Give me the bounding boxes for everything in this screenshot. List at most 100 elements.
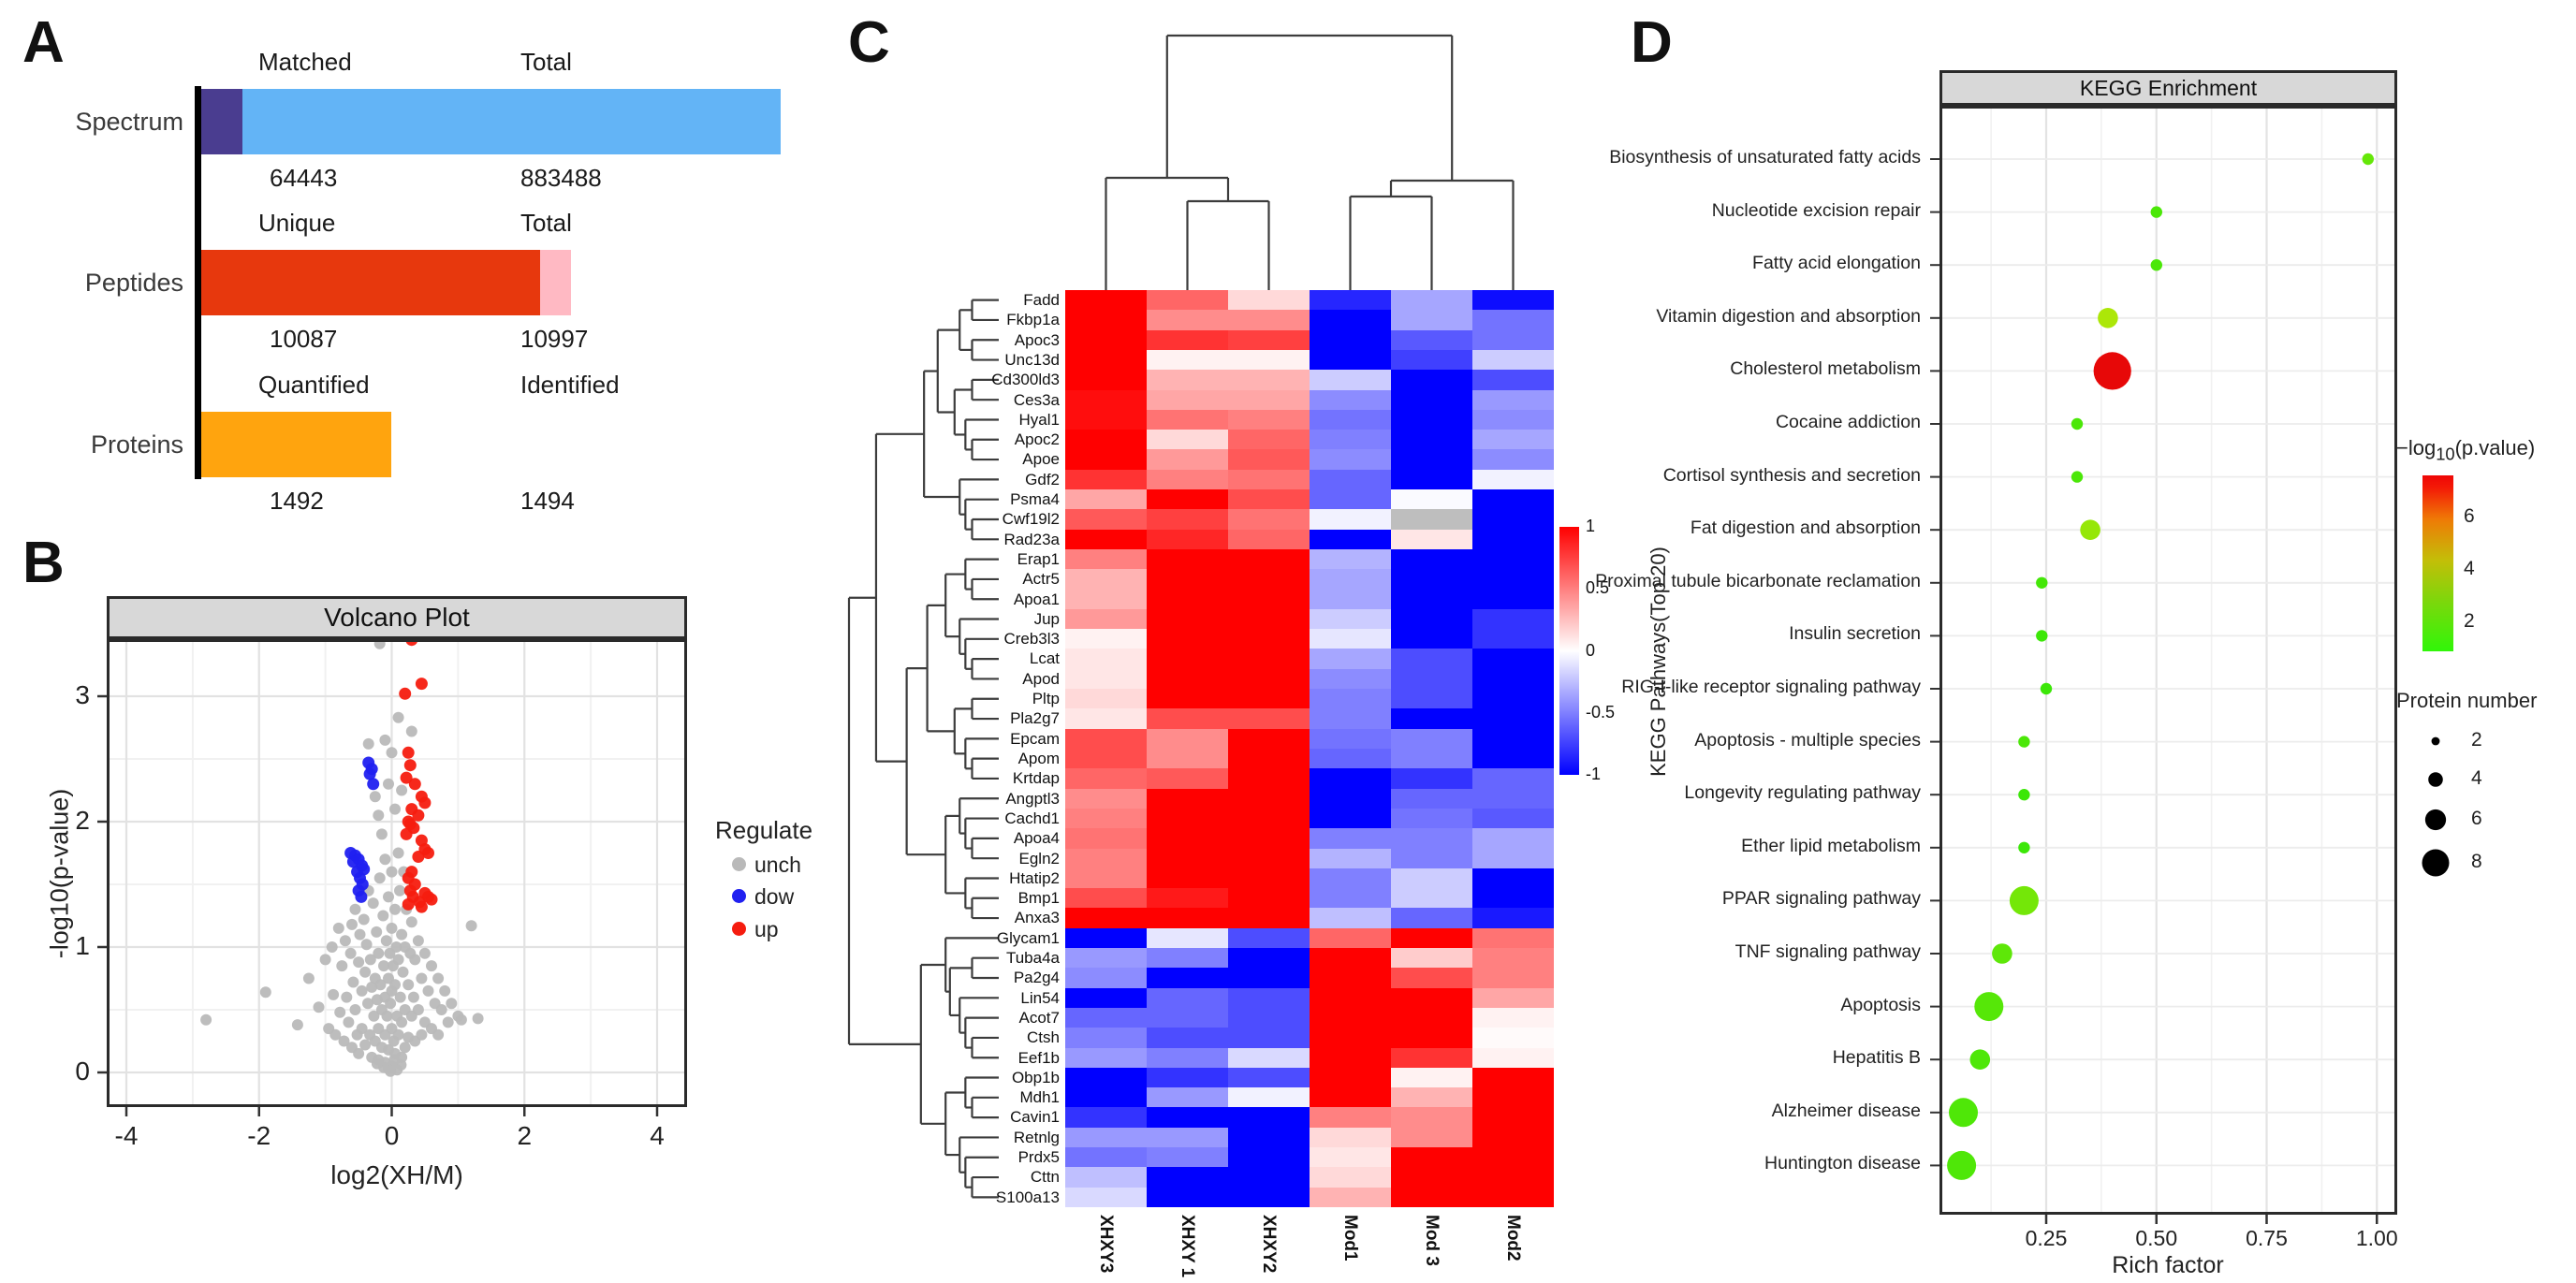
heatmap-column-label: XHXY2 — [1258, 1215, 1279, 1274]
heatmap-cell — [1147, 808, 1228, 829]
heatmap-cell — [1310, 529, 1391, 549]
volcano-point-unchanged — [416, 972, 428, 984]
heatmap-cell — [1228, 1127, 1310, 1148]
kegg-color-legend-tick-label: 6 — [2464, 504, 2475, 527]
legend-swatch — [732, 857, 746, 871]
kegg-dot — [2018, 789, 2030, 801]
heatmap-row-label: Pltp — [1032, 690, 1060, 708]
heatmap-cell — [1310, 1047, 1391, 1068]
heatmap-cell — [1228, 1067, 1310, 1088]
heatmap-row-label: Apoa4 — [1013, 829, 1060, 848]
kegg-y-axis-label: KEGG Pathways(Top 20) — [1647, 547, 1670, 777]
volcano-x-axis-label: log2(XH/M) — [330, 1160, 463, 1189]
kegg-pathway-label: Proximal tubule bicarbonate reclamation — [1595, 570, 1921, 591]
heatmap-cell — [1472, 1047, 1554, 1068]
volcano-point-unchanged — [366, 981, 378, 993]
heatmap-cell — [1391, 1047, 1472, 1068]
heatmap-cell — [1147, 948, 1228, 969]
legend-label: dow — [754, 884, 795, 909]
heatmap-cell — [1147, 449, 1228, 470]
heatmap-cell — [1310, 469, 1391, 490]
volcano-point-unchanged — [291, 1019, 303, 1031]
heatmap-cell — [1228, 987, 1310, 1008]
heatmap-cell — [1472, 469, 1554, 490]
volcano-point-unchanged — [373, 872, 386, 884]
heatmap-cell — [1065, 469, 1147, 490]
heatmap-cell — [1310, 569, 1391, 590]
heatmap-cell — [1065, 329, 1147, 350]
volcano-point-up — [415, 678, 428, 691]
kegg-pathway-label: Cortisol synthesis and secretion — [1662, 464, 1921, 486]
heatmap-cell — [1472, 409, 1554, 430]
panel-d-letter: D — [1631, 10, 1673, 75]
heatmap-cell — [1228, 329, 1310, 350]
heatmap-cell — [1147, 1127, 1228, 1148]
kegg-dot — [2036, 630, 2048, 642]
heatmap-cell — [1391, 409, 1472, 430]
heatmap-cell — [1391, 290, 1472, 311]
volcano-point-unchanged — [302, 972, 315, 984]
heatmap-cell — [1065, 768, 1147, 789]
heatmap-cell — [1472, 430, 1554, 450]
volcano-point-unchanged — [319, 954, 331, 966]
heatmap-cell — [1310, 1147, 1391, 1168]
heatmap-row-label: Mdh1 — [1019, 1088, 1060, 1107]
volcano-point-unchanged — [389, 803, 401, 815]
heatmap-cell — [1228, 629, 1310, 649]
volcano-point-unchanged — [346, 918, 358, 930]
heatmap-cell — [1147, 1007, 1228, 1028]
kegg-pathway-label: Huntington disease — [1764, 1153, 1921, 1174]
heatmap-cell — [1310, 948, 1391, 969]
kegg-pathway-label: Apoptosis — [1840, 994, 1921, 1015]
panel-c-letter: C — [848, 10, 890, 75]
bar-category-label: Proteins — [90, 430, 183, 459]
heatmap-cell — [1391, 629, 1472, 649]
heatmap-cell — [1472, 888, 1554, 909]
bar-segment-label: Unique — [258, 209, 336, 237]
heatmap-cell — [1228, 828, 1310, 849]
volcano-point-unchanged — [472, 1013, 484, 1025]
heatmap-cell — [1147, 1187, 1228, 1207]
volcano-point-unchanged — [379, 734, 391, 746]
heatmap-cell — [1472, 808, 1554, 829]
kegg-size-legend-label: 4 — [2471, 767, 2482, 789]
volcano-point-unchanged — [383, 778, 394, 790]
heatmap-cell — [1228, 1028, 1310, 1048]
bar-segment-label: Identified — [520, 371, 620, 399]
heatmap-cell — [1065, 708, 1147, 729]
volcano-point-unchanged — [339, 935, 351, 947]
heatmap-cell — [1472, 529, 1554, 549]
heatmap-cell — [1391, 1167, 1472, 1188]
heatmap-cell — [1472, 569, 1554, 590]
volcano-point-unchanged — [347, 976, 359, 988]
volcano-point-unchanged — [409, 954, 421, 966]
volcano-point-unchanged — [446, 998, 458, 1010]
heatmap-cell — [1147, 668, 1228, 690]
volcano-point-unchanged — [386, 747, 398, 759]
heatmap-cell — [1147, 489, 1228, 510]
bar-segment-value: 64443 — [270, 164, 338, 192]
heatmap-cell — [1228, 1107, 1310, 1128]
heatmap-cell — [1391, 828, 1472, 849]
heatmap-cell — [1147, 589, 1228, 609]
heatmap-cell — [1228, 888, 1310, 909]
heatmap-cell — [1065, 867, 1147, 889]
volcano-point-unchanged — [362, 737, 374, 750]
volcano-point-unchanged — [353, 1047, 365, 1059]
heatmap-cell — [1391, 788, 1472, 809]
volcano-point-unchanged — [368, 1010, 380, 1022]
kegg-dot — [1992, 943, 2012, 964]
bar-segment-secondary — [540, 250, 571, 315]
heatmap-cell — [1391, 987, 1472, 1008]
heatmap-row-label: Cwf19l2 — [1002, 510, 1060, 529]
volcano-point-unchanged — [392, 954, 404, 966]
heatmap-cell — [1065, 908, 1147, 928]
heatmap-cell — [1472, 968, 1554, 988]
volcano-point-up — [422, 890, 434, 903]
colorbar-tick-label: 0.5 — [1586, 578, 1610, 598]
color-legend-title-suffix: (p.value) — [2454, 436, 2536, 459]
heatmap-cell — [1472, 987, 1554, 1008]
heatmap-cell — [1228, 768, 1310, 789]
heatmap-row-label: Cttn — [1030, 1168, 1060, 1187]
heatmap-cell — [1228, 848, 1310, 868]
